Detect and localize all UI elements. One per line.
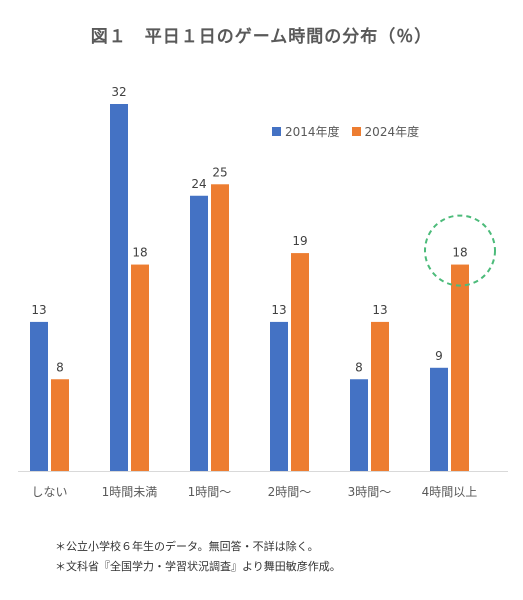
footnotes: ＊公立小学校６年生のデータ。無回答・不詳は除く。 ＊文科省『全国学力・学習状況調… xyxy=(55,537,341,577)
data-label-2014-0: 13 xyxy=(31,303,46,317)
data-label-2014-3: 13 xyxy=(271,303,286,317)
data-label-2024-3: 19 xyxy=(292,234,307,248)
bar-2014-1 xyxy=(110,104,128,471)
data-label-2024-0: 8 xyxy=(56,360,64,374)
data-label-2024-1: 18 xyxy=(132,246,147,260)
x-tick-label-1: 1時間未満 xyxy=(102,485,158,499)
bar-2024-0 xyxy=(51,379,69,471)
bar-2024-4 xyxy=(371,321,389,471)
x-tick-label-0: しない xyxy=(31,485,67,499)
footnote-2: ＊文科省『全国学力・学習状況調査』より舞田敏彦作成。 xyxy=(55,560,341,573)
bar-2014-0 xyxy=(30,321,48,471)
legend-item-2014: 2014年度 xyxy=(272,123,340,140)
data-label-2014-5: 9 xyxy=(435,349,443,363)
bar-2014-3 xyxy=(270,321,288,471)
data-label-2014-4: 8 xyxy=(355,360,363,374)
x-tick-label-4: 3時間〜 xyxy=(348,485,392,499)
legend-label-2024: 2024年度 xyxy=(364,125,420,139)
bar-2024-3 xyxy=(291,253,309,471)
bar-2024-1 xyxy=(131,264,149,471)
legend-swatch-2024 xyxy=(351,127,361,136)
legend-label-2014: 2014年度 xyxy=(285,125,340,139)
data-label-2014-2: 24 xyxy=(191,177,206,191)
legend-item-2024: 2024年度 xyxy=(351,123,420,140)
bar-2024-5 xyxy=(451,264,469,471)
x-tick-label-5: 4時間以上 xyxy=(422,485,478,499)
bar-2014-2 xyxy=(190,195,208,471)
footnote-1: ＊公立小学校６年生のデータ。無回答・不詳は除く。 xyxy=(55,540,319,553)
x-tick-label-3: 2時間〜 xyxy=(268,485,312,499)
legend-swatch-2014 xyxy=(272,127,281,136)
data-label-2014-1: 32 xyxy=(111,85,126,99)
data-label-2024-2: 25 xyxy=(212,165,227,179)
bar-2024-2 xyxy=(211,184,229,471)
bar-2014-5 xyxy=(430,367,448,471)
highlight-circle xyxy=(424,214,496,287)
data-label-2024-4: 13 xyxy=(372,303,387,317)
data-label-2024-5: 18 xyxy=(452,246,467,260)
legend: 2014年度 2024年度 xyxy=(272,123,419,140)
x-tick-label-2: 1時間〜 xyxy=(188,485,232,499)
chart-title: 図１ 平日１日のゲーム時間の分布（％） xyxy=(90,27,433,47)
bar-2014-4 xyxy=(350,379,368,471)
